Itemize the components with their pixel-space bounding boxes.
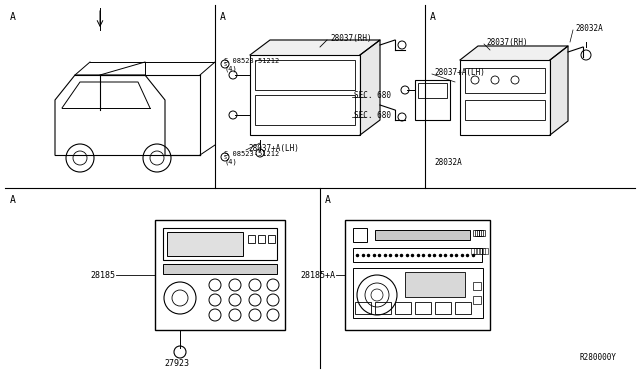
Text: 28185+A: 28185+A (300, 270, 335, 279)
Bar (167, 232, 243, 256)
Text: A: A (10, 12, 16, 22)
Text: 28037(RH): 28037(RH) (330, 33, 372, 42)
Bar (473, 296, 481, 304)
Text: 28037+A(LH): 28037+A(LH) (248, 144, 299, 153)
Bar (258, 235, 265, 243)
Bar (353, 268, 483, 318)
Bar (155, 220, 285, 330)
Bar (163, 264, 277, 274)
Bar (345, 220, 490, 330)
Bar (395, 302, 411, 314)
Bar (415, 80, 450, 120)
Text: 28037+A(LH): 28037+A(LH) (434, 67, 485, 77)
Bar (248, 235, 255, 243)
Polygon shape (460, 46, 568, 60)
Text: 28037(RH): 28037(RH) (486, 38, 527, 46)
Polygon shape (360, 40, 380, 135)
Text: 28032A: 28032A (575, 23, 603, 32)
Polygon shape (550, 46, 568, 135)
Text: A: A (10, 195, 16, 205)
Text: R280000Y: R280000Y (580, 353, 617, 362)
Bar (355, 302, 371, 314)
Bar (255, 95, 355, 125)
Polygon shape (250, 40, 380, 55)
Bar (375, 302, 391, 314)
Bar (255, 60, 355, 90)
Bar (471, 248, 476, 254)
Bar (268, 235, 275, 243)
Bar (474, 248, 479, 254)
Text: S: S (223, 61, 227, 67)
Bar (415, 302, 431, 314)
Bar (475, 230, 481, 236)
Bar (460, 60, 550, 135)
Text: S 08523-51212
(4): S 08523-51212 (4) (224, 151, 279, 165)
Bar (455, 302, 471, 314)
Text: S: S (223, 154, 227, 160)
Text: S 08523-51212
(4): S 08523-51212 (4) (224, 58, 279, 72)
Bar (480, 248, 485, 254)
Text: SEC. 680: SEC. 680 (354, 90, 391, 99)
Bar (375, 230, 470, 240)
Text: 28185: 28185 (90, 270, 115, 279)
Bar (473, 282, 481, 290)
Bar (477, 230, 483, 236)
Text: A: A (325, 195, 331, 205)
Bar (418, 83, 447, 98)
Bar (483, 248, 488, 254)
Bar (405, 272, 465, 297)
Bar (435, 302, 451, 314)
Text: A: A (220, 12, 226, 22)
Bar (465, 100, 545, 120)
Text: SEC. 680: SEC. 680 (354, 110, 391, 119)
Bar (353, 228, 367, 242)
Bar (250, 55, 360, 135)
Bar (465, 68, 545, 93)
Bar (353, 248, 482, 262)
Bar (477, 248, 482, 254)
Bar (473, 230, 479, 236)
Text: 28032A: 28032A (434, 157, 461, 167)
Bar (479, 230, 485, 236)
Text: 27923: 27923 (164, 359, 189, 369)
Text: A: A (430, 12, 436, 22)
Bar (163, 228, 277, 260)
